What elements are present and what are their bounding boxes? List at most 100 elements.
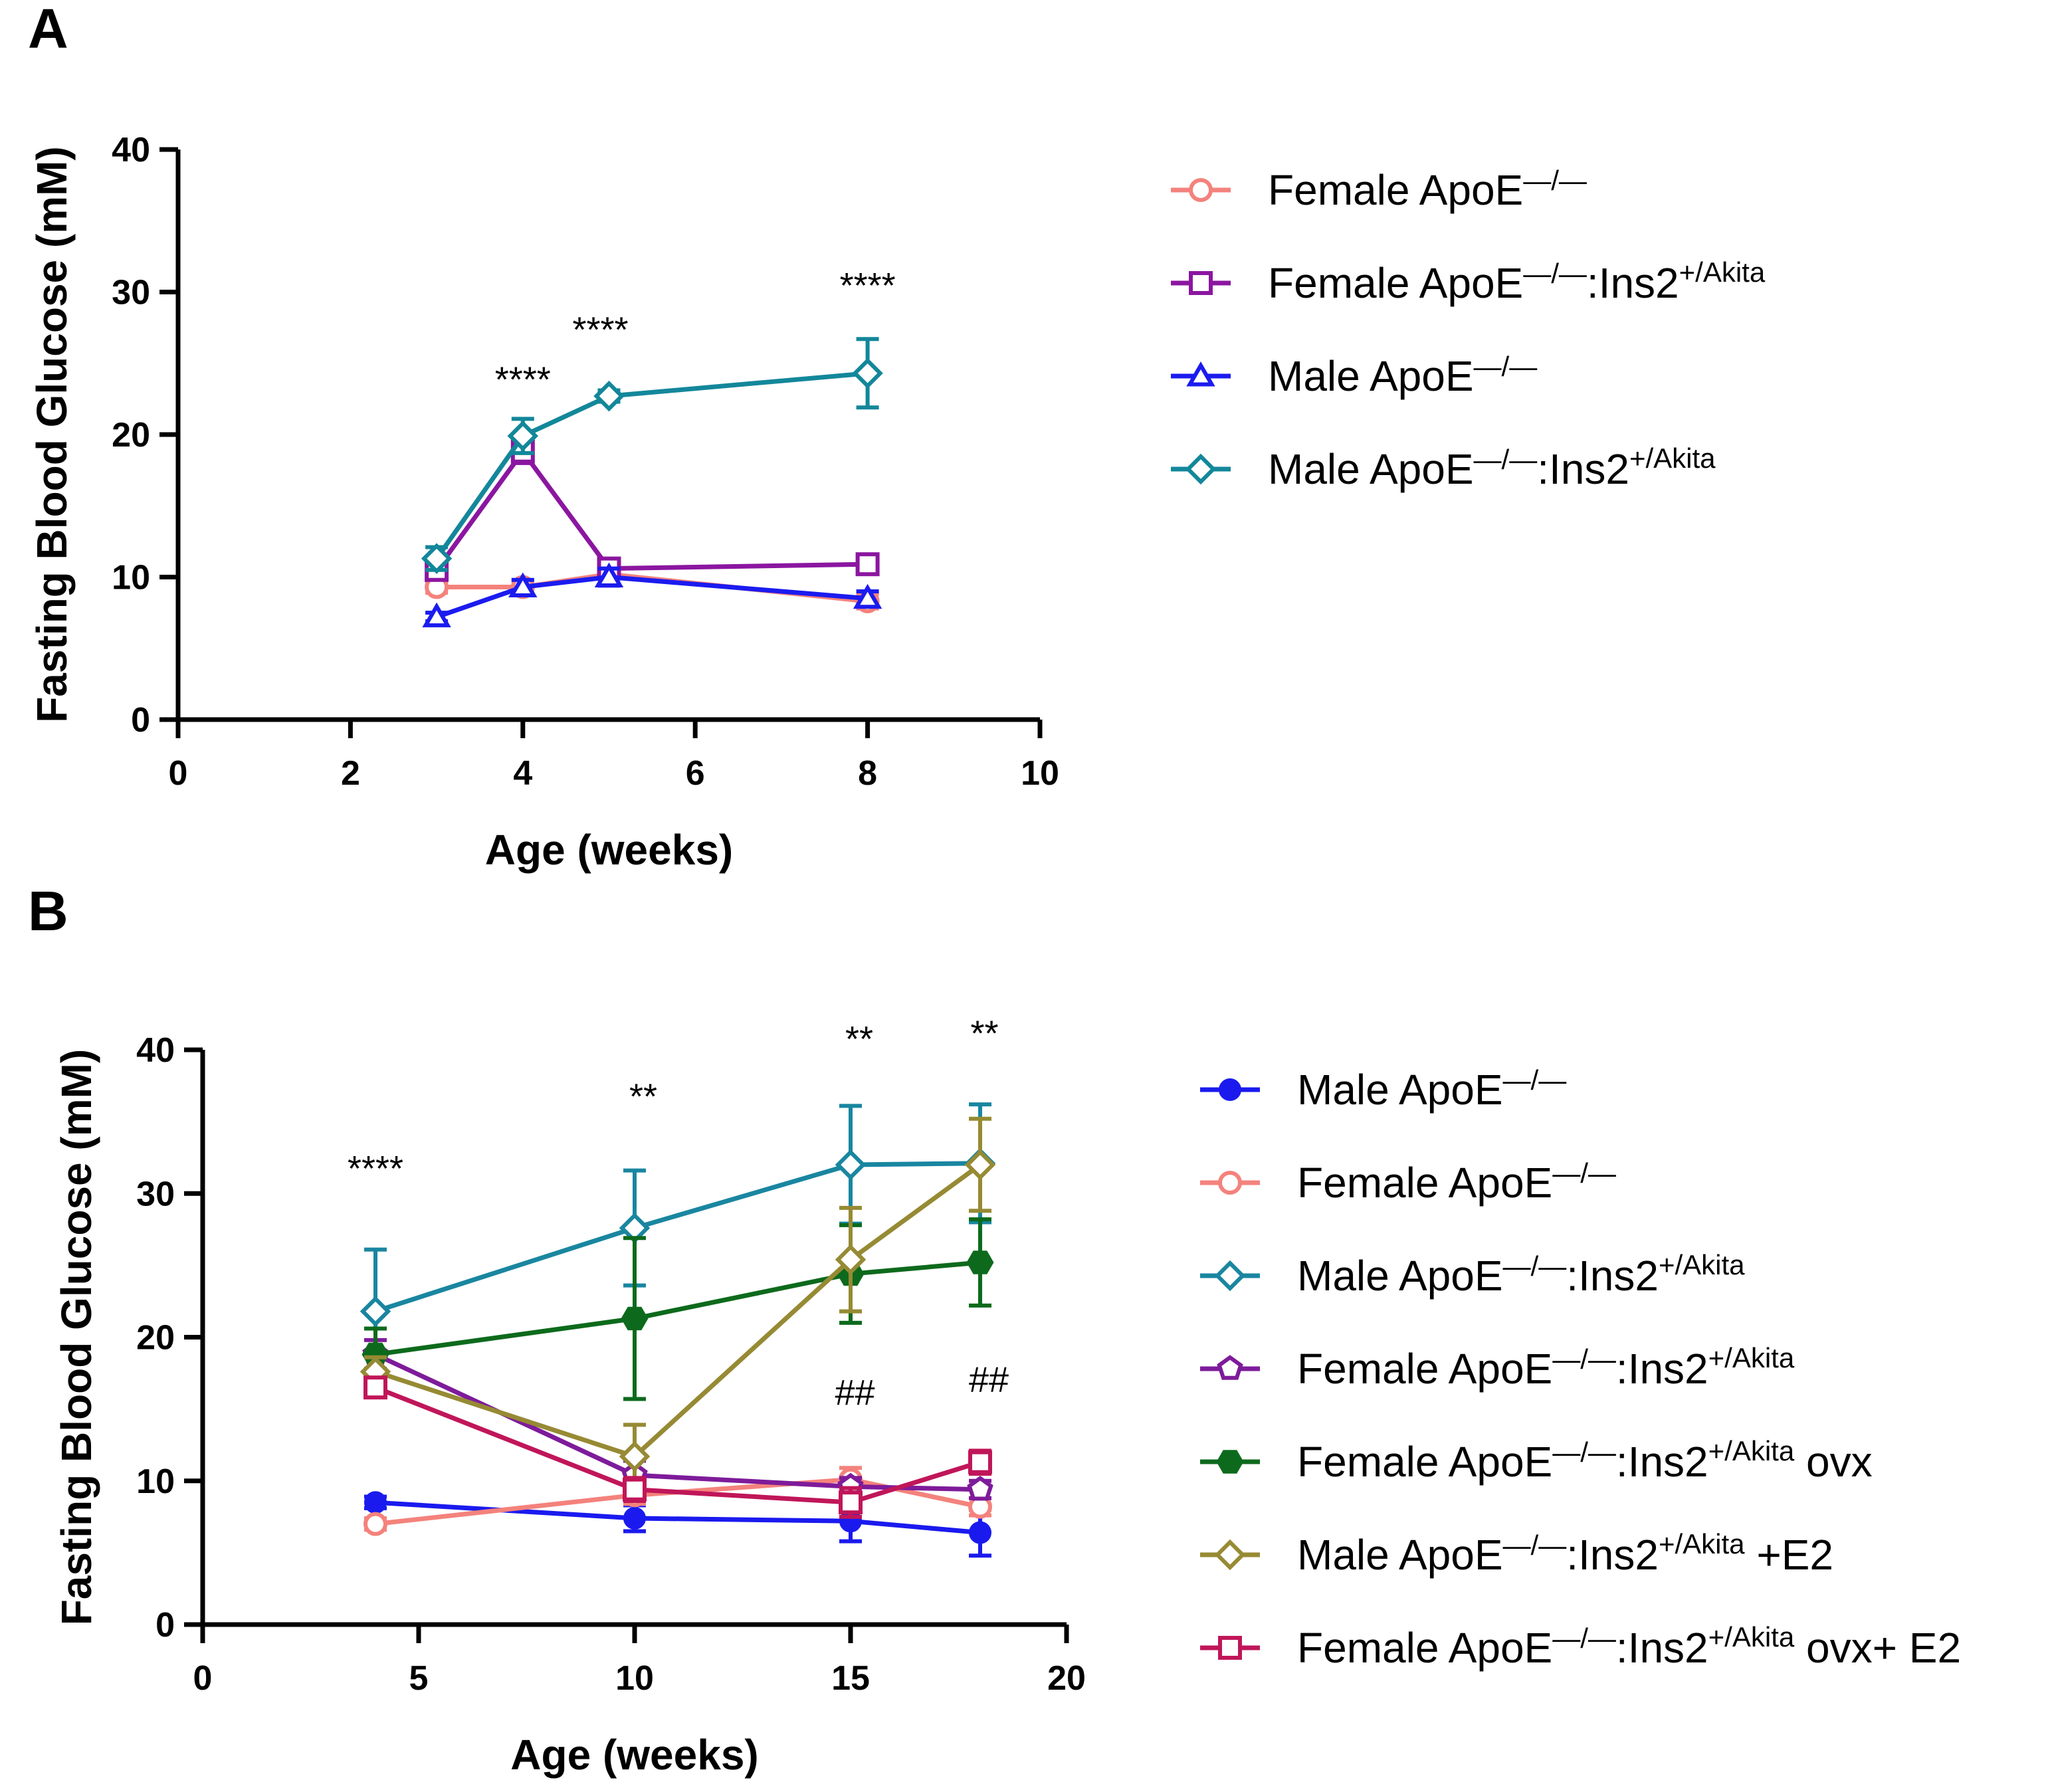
panel-label-a: A <box>28 0 68 60</box>
chart-b-series-6-point-0 <box>363 1375 387 1400</box>
chart-a-legend-item-3: Male ApoE—/—:Ins2+/Akita <box>1171 443 1716 493</box>
chart-b: 0 10 20 30 40 0 5 10 15 20 Age (weeks) Fasting Bloo… <box>52 1014 1961 1779</box>
chart-b-series-6-point-2 <box>839 1490 863 1515</box>
chart-a-legend-label-3: Male ApoE—/—:Ins2+/Akita <box>1268 443 1716 493</box>
chart-b-series-6-point-1 <box>623 1477 647 1502</box>
chart-b-legend-swatch-marker-1 <box>1218 1171 1242 1195</box>
chart-b-series-4 <box>361 1217 994 1401</box>
chart-b-legend-swatch-marker-0 <box>1219 1078 1241 1101</box>
chart-b-legend-label-0: Male ApoE—/— <box>1297 1064 1566 1114</box>
chart-b-series-6 <box>363 1375 992 1519</box>
chart-a-legend-swatch-marker-3 <box>1185 453 1217 485</box>
chart-b-y-axis-title: Fasting Blood Glucose (mM) <box>52 1049 100 1626</box>
chart-b-series-5-point-1 <box>619 1441 651 1472</box>
chart-b-x-tick-label-1: 5 <box>409 1659 429 1698</box>
chart-b-legend-item-2: Male ApoE—/—:Ins2+/Akita <box>1200 1249 1745 1300</box>
chart-a-series-3-point-0 <box>421 543 453 574</box>
chart-a-legend-swatch-marker-1 <box>1189 271 1213 295</box>
chart-b-series-6-line <box>374 1385 981 1505</box>
chart-a-series-2-point-1 <box>508 572 538 597</box>
chart-b-series-5-point-3 <box>964 1149 996 1181</box>
chart-a-y-tick-label-4: 40 <box>112 131 150 169</box>
chart-b-y-tick-label-0: 0 <box>155 1606 175 1644</box>
chart-b-y-tick-label-3: 30 <box>136 1175 175 1213</box>
chart-b-series-2-line <box>374 1161 981 1314</box>
chart-a-legend-label-1: Female ApoE—/—:Ins2+/Akita <box>1268 256 1766 307</box>
chart-b-series-4-point-1 <box>621 1306 649 1331</box>
chart-a-x-tick-label-0: 0 <box>169 754 188 793</box>
chart-b-x-tick-label-4: 20 <box>1047 1659 1086 1698</box>
chart-b-series-3-point-3 <box>967 1475 993 1501</box>
chart-b-x-tick-label-0: 0 <box>193 1659 213 1698</box>
chart-a-series-2-point-0 <box>422 602 451 628</box>
chart-b-series-4-line <box>375 1260 981 1357</box>
chart-b-x-axis-title: Age (weeks) <box>510 1731 758 1779</box>
chart-b-series-6-point-3 <box>968 1450 992 1474</box>
chart-b-series-5-point-2 <box>835 1244 867 1275</box>
chart-b-series-2 <box>360 1102 996 1375</box>
chart-a-x-tick-label-2: 4 <box>513 754 532 793</box>
chart-a-annotation-2: **** <box>840 266 896 306</box>
chart-a-annotation-1: **** <box>572 310 628 350</box>
chart-b-annotation-5: ## <box>969 1360 1009 1400</box>
chart-b-legend-item-3: Female ApoE—/—:Ins2+/Akita <box>1200 1342 1795 1393</box>
chart-b-legend-item-1: Female ApoE—/— <box>1200 1157 1616 1207</box>
chart-b-series-0-point-1 <box>623 1506 646 1530</box>
chart-a-legend-label-2: Male ApoE—/— <box>1268 351 1537 400</box>
chart-b-y-tick-label-2: 20 <box>136 1319 175 1357</box>
chart-b-annotation-4: ## <box>835 1373 874 1413</box>
chart-b-annotation-3: ** <box>970 1014 998 1054</box>
chart-a: 0 10 20 30 40 0 2 4 6 8 10 Age (weeks) Fasting Blood… <box>28 131 1766 874</box>
chart-b-y-tick-label-1: 10 <box>136 1462 175 1501</box>
chart-b-legend-swatch-marker-5 <box>1214 1539 1246 1571</box>
chart-b-legend-label-1: Female ApoE—/— <box>1297 1157 1616 1207</box>
chart-a-x-tick-label-1: 2 <box>341 754 360 793</box>
chart-b-legend-label-6: Female ApoE—/—:Ins2+/Akita ovx+ E2 <box>1297 1621 1961 1672</box>
chart-b-legend-label-3: Female ApoE—/—:Ins2+/Akita <box>1297 1342 1795 1393</box>
chart-b-series-0-line <box>375 1500 981 1536</box>
chart-b-legend-swatch-marker-2 <box>1214 1260 1246 1292</box>
chart-b-series-2-point-0 <box>360 1296 391 1327</box>
chart-b-series-0-point-0 <box>364 1491 387 1514</box>
chart-b-legend-swatch-marker-4 <box>1216 1450 1244 1474</box>
chart-b-annotation-1: ** <box>629 1077 657 1117</box>
chart-a-y-axis-title: Fasting Blood Glucose (mM) <box>28 146 76 723</box>
chart-a-legend-item-2: Male ApoE—/— <box>1171 351 1537 400</box>
chart-b-series-0-point-3 <box>969 1521 991 1544</box>
chart-a-series-3-point-1 <box>507 420 539 452</box>
chart-a-x-tick-label-3: 6 <box>686 754 705 793</box>
chart-a-y-tick-label-2: 20 <box>112 416 150 454</box>
chart-b-series-2-point-2 <box>835 1149 867 1181</box>
chart-a-legend-swatch-marker-0 <box>1189 178 1213 202</box>
chart-a-y-tick-label-1: 10 <box>112 559 150 597</box>
chart-a-series-1-point-3 <box>855 552 880 577</box>
chart-a-series-2 <box>422 562 882 628</box>
chart-a-legend-swatch-marker-2 <box>1186 361 1215 387</box>
chart-b-series-1-line <box>375 1477 981 1527</box>
chart-a-series-1 <box>425 438 880 582</box>
chart-a-series-2-point-2 <box>594 562 624 587</box>
chart-a-legend-label-0: Female ApoE—/— <box>1268 165 1587 214</box>
chart-a-legend-item-0: Female ApoE—/— <box>1171 165 1587 214</box>
chart-a-series-2-point-3 <box>853 583 882 609</box>
chart-a-series-3 <box>421 337 883 574</box>
chart-b-legend-item-4: Female ApoE—/—:Ins2+/Akita ovx <box>1200 1435 1873 1486</box>
chart-b-y-tick-label-4: 40 <box>136 1031 175 1070</box>
chart-a-x-tick-label-5: 10 <box>1021 754 1059 793</box>
chart-a-series-2-line <box>435 575 868 619</box>
chart-a-series-3-point-3 <box>852 357 883 389</box>
chart-b-legend-item-6: Female ApoE—/—:Ins2+/Akita ovx+ E2 <box>1200 1621 1961 1672</box>
chart-b-legend-swatch-marker-3 <box>1217 1355 1243 1380</box>
chart-a-series-3-line <box>435 371 868 560</box>
chart-a-annotation-0: **** <box>495 360 551 400</box>
chart-b-legend-label-2: Male ApoE—/—:Ins2+/Akita <box>1297 1249 1745 1300</box>
chart-b-series-0 <box>364 1491 991 1558</box>
chart-a-y-tick-label-0: 0 <box>131 701 150 740</box>
chart-b-annotation-0: **** <box>348 1149 403 1189</box>
chart-a-series-1-line <box>435 449 868 571</box>
chart-b-annotation-2: ** <box>845 1019 873 1059</box>
chart-b-series-1-point-0 <box>363 1512 387 1536</box>
chart-b-legend-label-5: Male ApoE—/—:Ins2+/Akita +E2 <box>1297 1528 1833 1579</box>
chart-a-x-tick-label-4: 8 <box>858 754 877 793</box>
